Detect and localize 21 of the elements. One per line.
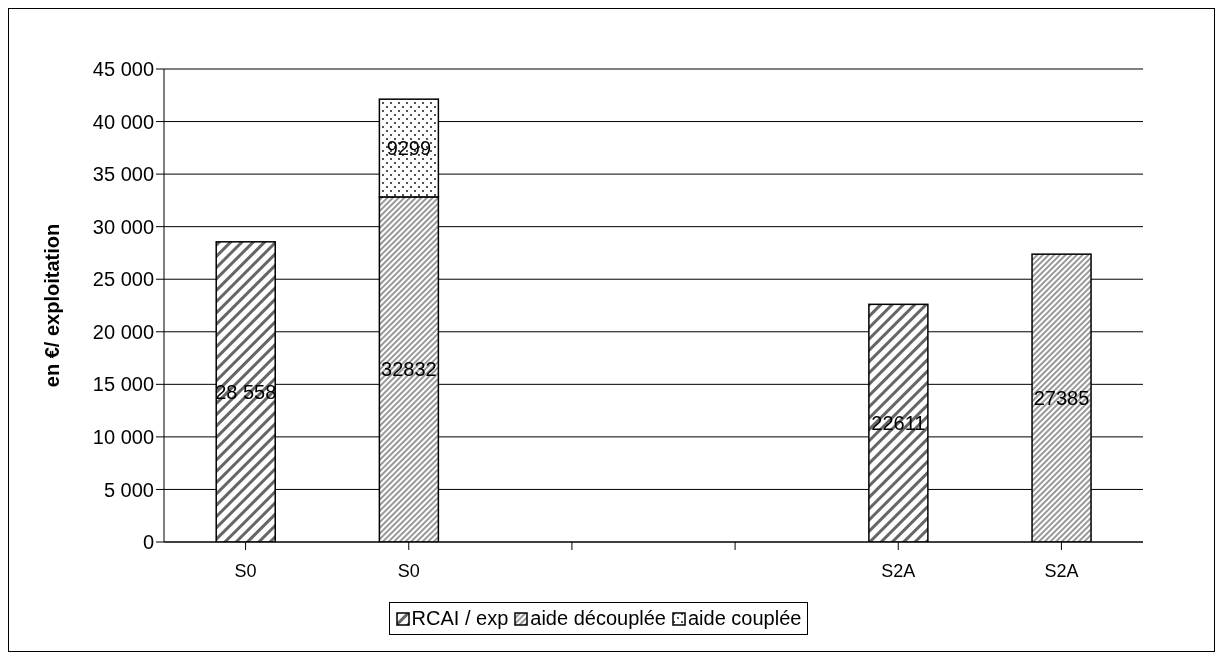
data-label: 27385 [1033,387,1090,410]
y-axis-title: en €/ exploitation [41,223,64,388]
y-tick-label: 20 000 [92,320,154,343]
legend-label: aide découplée [529,607,666,630]
y-tick-label: 10 000 [92,425,154,448]
y-tick-label: 45 000 [92,58,154,81]
legend-label: RCAI / exp [410,607,509,630]
y-tick-label: 5 000 [103,478,154,501]
x-tick-label: S2A [1044,560,1079,581]
y-tick-label: 40 000 [92,110,154,133]
x-tick-label: S0 [234,560,257,581]
data-label: 9299 [386,137,432,160]
y-tick-label: 30 000 [92,215,154,238]
y-tick-label: 35 000 [92,163,154,186]
x-tick-label: S0 [397,560,420,581]
y-tick-label: 15 000 [92,373,154,396]
y-tick-label: 25 000 [92,268,154,291]
y-tick-label: 0 [142,531,154,554]
data-label: 32832 [381,358,437,381]
legend-label: aide couplée [686,607,802,630]
x-tick-label: S2A [881,560,916,581]
